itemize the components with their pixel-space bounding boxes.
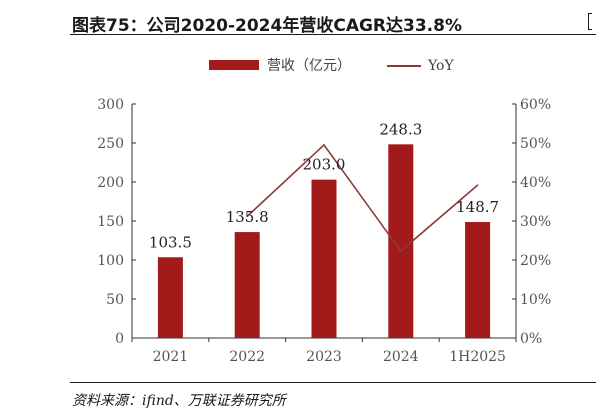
- bar: [465, 222, 491, 338]
- line-series: [246, 143, 479, 253]
- bar: [234, 232, 260, 338]
- bar-data-label: 148.7: [456, 198, 499, 216]
- yoy-line: [246, 143, 479, 253]
- y-right-tick-label: 30%: [520, 214, 551, 230]
- source-text: 资料来源：ifind、万联证券研究所: [72, 393, 286, 409]
- y-right-tick-label: 60%: [520, 97, 551, 113]
- title-bar: 图表75：公司2020-2024年营收CAGR达33.8%: [70, 6, 596, 36]
- axes: 0 50 100 150 200 250 300 0% 10% 20% 30% 40% 50% 60% 20…: [97, 97, 551, 365]
- y-right-tick-label: 20%: [520, 253, 551, 269]
- y-left-tick-label: 150: [97, 214, 124, 230]
- y-left-tick-label: 0: [115, 331, 124, 347]
- chart-title: 图表75：公司2020-2024年营收CAGR达33.8%: [72, 16, 462, 36]
- legend: 营收（亿元） YoY: [209, 58, 454, 74]
- bar-data-label: 248.3: [379, 120, 422, 138]
- legend-swatch-revenue: [209, 60, 259, 70]
- x-tick-label: 2021: [153, 349, 189, 365]
- legend-label-yoy: YoY: [427, 58, 454, 74]
- title-bracket-mark: [588, 13, 592, 30]
- legend-label-revenue: 营收（亿元）: [267, 58, 351, 74]
- bar-data-label: 103.5: [149, 233, 192, 251]
- y-right-tick-label: 10%: [520, 292, 551, 308]
- yoy-point: [323, 144, 325, 146]
- bar-data-label: 203.0: [303, 156, 346, 174]
- y-left-tick-label: 300: [97, 97, 124, 113]
- chart-area: 营收（亿元） YoY 0 50 100 150 200 250 300 0% 10% 20% 30% 4…: [70, 36, 596, 382]
- yoy-point: [246, 215, 248, 218]
- y-right-tick-label: 50%: [520, 136, 551, 152]
- x-tick-label: 2022: [229, 349, 265, 365]
- y-left-tick-label: 50: [106, 292, 124, 308]
- y-left-tick-label: 100: [97, 253, 124, 269]
- x-tick-label: 1H2025: [449, 349, 506, 365]
- y-left-tick-label: 250: [97, 136, 124, 152]
- data-labels: 103.5 135.8 203.0 248.3 148.7: [149, 120, 499, 251]
- bar-line-chart: 营收（亿元） YoY 0 50 100 150 200 250 300 0% 10% 20% 30% 4…: [97, 58, 551, 365]
- y-right-tick-label: 0%: [520, 331, 542, 347]
- source-footer: 资料来源：ifind、万联证券研究所: [70, 382, 596, 420]
- bar: [157, 257, 183, 338]
- y-right-tick-label: 40%: [520, 175, 551, 191]
- y-left-tick-label: 200: [97, 175, 124, 191]
- x-tick-label: 2023: [306, 349, 342, 365]
- bar-data-label: 135.8: [226, 208, 269, 226]
- bar-series: [157, 144, 491, 338]
- bar: [311, 179, 337, 338]
- x-tick-label: 2024: [383, 349, 419, 365]
- yoy-point: [476, 184, 479, 186]
- bar: [388, 144, 414, 338]
- yoy-point: [400, 250, 402, 252]
